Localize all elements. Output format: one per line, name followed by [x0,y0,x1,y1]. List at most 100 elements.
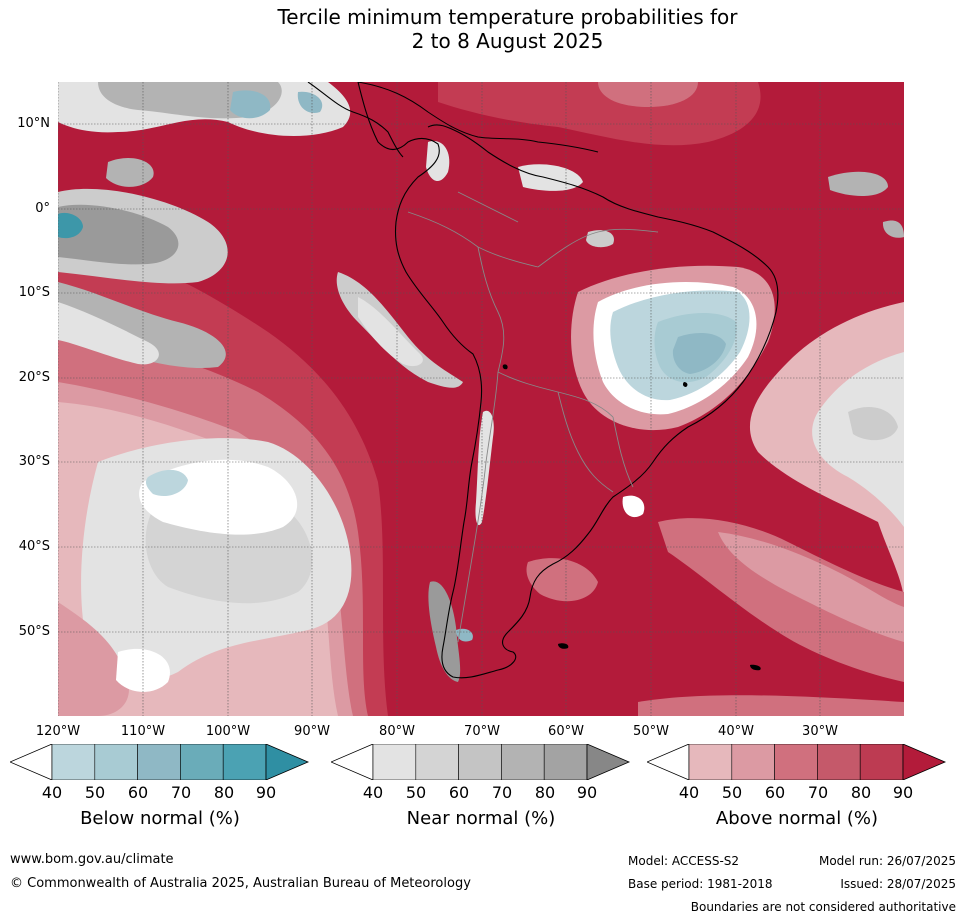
colorbar-above-segment [774,744,818,780]
near-tick-80: 80 [534,783,556,802]
lat-label-10n: 10°N [17,116,50,131]
lat-label-20s: 20°S [18,370,50,385]
pacific-below-patch [145,469,188,497]
brazil-below70-zone [672,332,726,374]
colorbar-below-segment [222,744,267,780]
colorbar-above-segment [859,744,904,780]
lat-label-40s: 40°S [18,539,50,554]
patagonia-near-zone [428,581,461,682]
colorbar-above-segment [688,744,733,780]
falkland-islands [558,643,569,649]
south-america-coastline [357,82,779,679]
colorbar-above-title: Above normal (%) [715,808,879,829]
colorbar-below-segment [51,744,96,780]
lon-label-60w: 60°W [548,724,584,739]
lake-titicaca [502,364,508,370]
map-title-line2: 2 to 8 August 2025 [411,29,604,53]
lon-label-110w: 110°W [120,724,166,739]
peru-coast-near-band [336,272,463,388]
lon-label-30w: 30°W [802,724,838,739]
atlantic-above70-zone [658,518,904,682]
website-link[interactable]: www.bom.gov.au/climate [10,852,174,867]
colorbar-below-title: Below normal (%) [80,808,240,829]
above-tick-70: 70 [807,783,829,802]
colorbar-below-segment [180,744,224,780]
eq-pacific-near-lightband [58,302,159,365]
map-title-line1: Tercile minimum temperature probabilitie… [277,5,738,29]
colorbar-below-segment [137,744,181,780]
base-period: Base period: 1981-2018 [628,877,773,891]
argentina-white-patch [622,495,645,518]
colorbar-above-segment [731,744,775,780]
nw-pacific-near-patch [106,157,154,187]
atlantic-north-near-patch [828,171,888,196]
eq-pacific-near-band [58,282,226,368]
lon-label-80w: 80°W [379,724,415,739]
colorbar-above-segment [817,744,861,780]
atlantic-near60-patch [848,407,898,441]
venezuela-near-patch [518,164,583,191]
issued-date: Issued: 28/07/2025 [840,877,956,891]
below-tick-60: 60 [127,783,149,802]
eq-pacific-near80-zone [58,204,179,265]
central-america-coastline [307,82,404,158]
colorbar-near-max-arrow [586,744,631,780]
above-tick-80: 80 [850,783,872,802]
atlantic-south-above-patch [638,695,904,716]
colorbar-below-segment [94,744,138,780]
lon-label-90w: 90°W [294,724,330,739]
lat-label-50s: 50°S [18,624,50,639]
colorbar-near-segment [458,744,502,780]
peru-coast-near-light [358,297,423,367]
near-tick-90: 90 [576,783,598,802]
near-tick-50: 50 [405,783,427,802]
colorbar-above-max-arrow [902,744,947,780]
colorbar-near-title: Near normal (%) [406,808,556,829]
near-tick-40: 40 [362,783,384,802]
colorbar-below-min-arrow [10,744,53,780]
below-tick-50: 50 [84,783,106,802]
near-tick-60: 60 [448,783,470,802]
fernando-island [682,382,688,387]
caribbean-above70-patch [598,82,698,107]
lat-label-10s: 10°S [18,285,50,300]
lon-label-70w: 70°W [464,724,500,739]
lon-label-120w: 120°W [35,724,81,739]
above-tick-40: 40 [678,783,700,802]
colorbar-above [647,744,947,780]
boundaries-disclaimer: Boundaries are not considered authoritat… [690,900,956,914]
copyright-text: © Commonwealth of Australia 2025, Austra… [10,876,471,891]
colorbar-near-segment [372,744,417,780]
amazon-near-patch [586,230,614,248]
above-tick-90: 90 [892,783,914,802]
colorbar-near-segment [415,744,459,780]
lon-label-50w: 50°W [633,724,669,739]
below-tick-70: 70 [170,783,192,802]
above-tick-60: 60 [764,783,786,802]
below-tick-80: 80 [213,783,235,802]
eq-pacific-below-patch [58,212,83,239]
caribbean-north-coast [357,82,599,153]
atlantic-above60-zone [718,532,904,642]
lon-label-100w: 100°W [205,724,251,739]
below-tick-40: 40 [41,783,63,802]
south-georgia [750,664,761,671]
country-borders [407,191,659,643]
colorbar-near-segment [543,744,588,780]
probability-map [58,82,904,716]
colombia-near-patch [426,141,450,182]
model-run-date: Model run: 26/07/2025 [818,854,956,868]
colorbar-below [10,744,310,780]
colorbar-near-min-arrow [331,744,374,780]
lon-label-40w: 40°W [718,724,754,739]
nw-pacific-below-patch [230,90,271,119]
nw-pacific-below-patch2 [297,91,323,113]
below-tick-90: 90 [255,783,277,802]
atlantic-near50-zone [812,352,904,527]
colorbar-above-min-arrow [647,744,690,780]
lat-label-0: 0° [35,201,50,216]
argentina-above70-patch [526,558,598,602]
lat-label-30s: 30°S [18,454,50,469]
atlantic-east-near-patch [882,220,904,238]
above-tick-50: 50 [721,783,743,802]
